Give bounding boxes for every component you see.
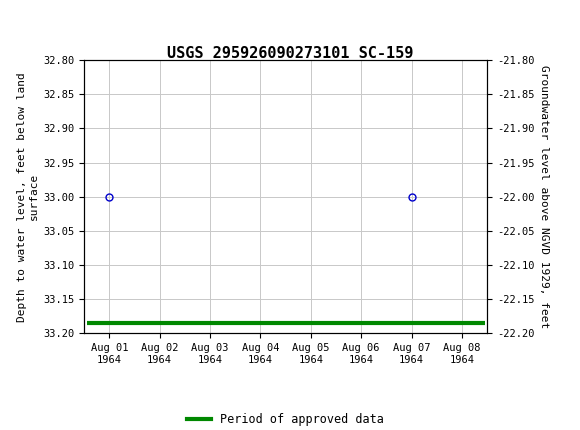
- Text: USGS: USGS: [55, 11, 106, 29]
- Legend: Period of approved data: Period of approved data: [183, 408, 389, 430]
- Bar: [3, 3, 50, 37]
- Text: USGS 295926090273101 SC-159: USGS 295926090273101 SC-159: [167, 46, 413, 61]
- Y-axis label: Groundwater level above NGVD 1929, feet: Groundwater level above NGVD 1929, feet: [539, 65, 549, 329]
- Y-axis label: Depth to water level, feet below land
surface: Depth to water level, feet below land su…: [17, 72, 39, 322]
